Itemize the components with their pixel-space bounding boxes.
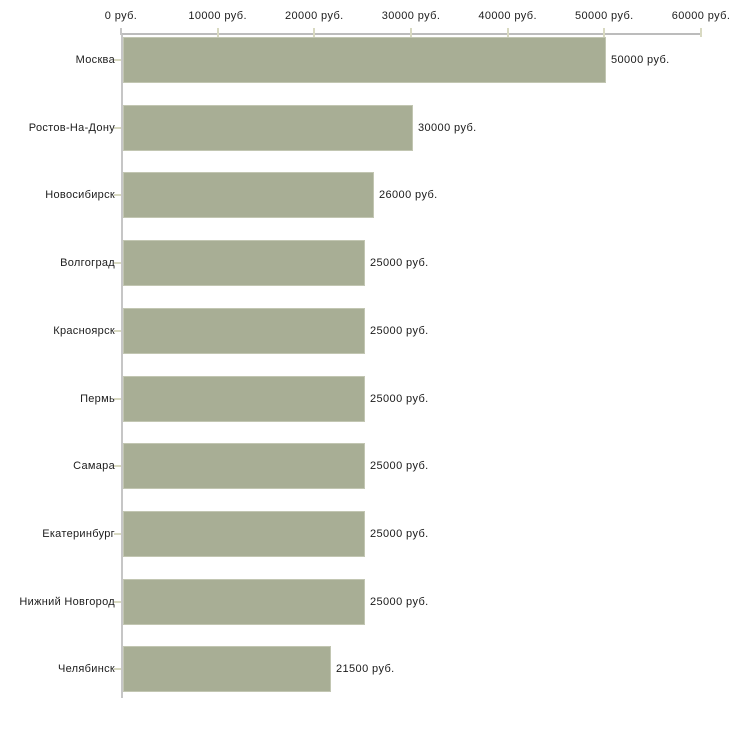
x-axis-tick-label: 20000 руб.	[285, 10, 344, 22]
value-label: 25000 руб.	[370, 325, 429, 337]
bar	[123, 37, 606, 83]
x-axis-tick-label: 60000 руб.	[671, 10, 730, 22]
x-axis-tick	[603, 28, 606, 37]
category-label: Челябинск	[58, 663, 115, 675]
y-axis-tick	[114, 533, 121, 535]
y-axis-tick	[114, 398, 121, 400]
bar	[123, 443, 365, 489]
value-label: 25000 руб.	[370, 528, 429, 540]
x-axis-tick-label: 40000 руб.	[478, 10, 537, 22]
x-axis-tick-label: 0 руб.	[104, 10, 138, 22]
y-axis-tick	[114, 194, 121, 196]
bar	[123, 646, 331, 692]
y-axis-tick	[114, 465, 121, 467]
value-label: 25000 руб.	[370, 393, 429, 405]
y-axis-tick	[114, 668, 121, 670]
value-label: 21500 руб.	[336, 663, 395, 675]
bar	[123, 511, 365, 557]
bar	[123, 579, 365, 625]
x-axis-tick	[506, 28, 509, 37]
category-label: Красноярск	[53, 325, 115, 337]
y-axis-tick	[114, 59, 121, 61]
category-label: Волгоград	[60, 257, 115, 269]
y-axis-tick	[114, 127, 121, 129]
x-axis-tick-label: 10000 руб.	[188, 10, 247, 22]
x-axis-tick	[216, 28, 219, 37]
x-axis-tick	[410, 28, 412, 37]
value-label: 25000 руб.	[370, 257, 429, 269]
bar	[123, 376, 365, 422]
category-label: Нижний Новгород	[19, 596, 115, 608]
y-axis-tick	[114, 601, 121, 603]
category-label: Екатеринбург	[42, 528, 115, 540]
x-axis-tick-label: 30000 руб.	[381, 10, 441, 22]
bar	[123, 172, 374, 218]
category-label: Москва	[75, 54, 115, 66]
x-axis-tick	[120, 28, 122, 35]
category-label: Самара	[73, 460, 115, 472]
y-axis-tick	[114, 330, 121, 332]
category-label: Пермь	[80, 393, 115, 405]
bar	[123, 308, 365, 354]
bar	[123, 240, 365, 286]
y-axis-tick	[114, 262, 121, 264]
category-label: Новосибирск	[45, 189, 115, 201]
value-label: 50000 руб.	[611, 54, 670, 66]
bar	[123, 105, 413, 151]
x-axis-tick	[313, 28, 316, 37]
value-label: 26000 руб.	[379, 189, 438, 201]
value-label: 25000 руб.	[370, 596, 429, 608]
value-label: 30000 руб.	[418, 122, 477, 134]
value-label: 25000 руб.	[370, 460, 429, 472]
x-axis-tick	[700, 28, 702, 37]
category-label: Ростов-На-Дону	[28, 122, 115, 134]
x-axis-tick-label: 50000 руб.	[575, 10, 634, 22]
